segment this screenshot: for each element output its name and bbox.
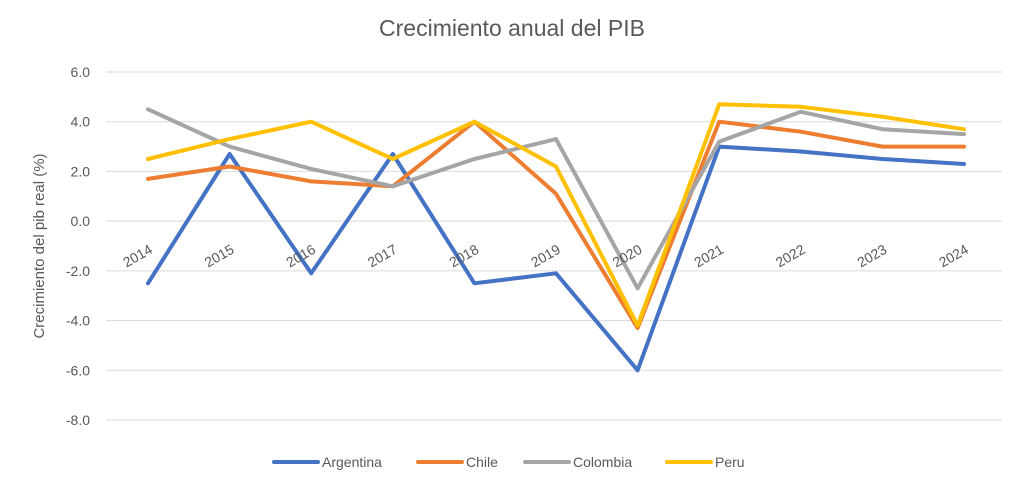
- x-tick-label: 2014: [120, 241, 155, 271]
- y-tick-label: 4.0: [71, 114, 91, 130]
- y-tick-label: -8.0: [66, 412, 90, 428]
- x-tick-label: 2016: [283, 241, 318, 271]
- legend: Argentina Chile Colombia Peru: [272, 454, 745, 470]
- y-axis-ticks: -8.0 -6.0 -4.0 -2.0 0.0 2.0 4.0 6.0: [66, 64, 90, 428]
- legend-label-argentina: Argentina: [322, 454, 382, 470]
- y-tick-label: -6.0: [66, 362, 90, 378]
- x-tick-label: 2021: [691, 241, 726, 271]
- series-lines: [146, 102, 966, 373]
- x-tick-label: 2019: [528, 241, 563, 271]
- x-axis-ticks: 2014 2015 2016 2017 2018 2019 2020 2021 2022 2023…: [120, 241, 971, 271]
- legend-label-peru: Peru: [715, 454, 745, 470]
- x-tick-label: 2024: [936, 241, 971, 271]
- series-line-argentina: [146, 144, 966, 373]
- x-tick-label: 2017: [365, 241, 400, 271]
- series-line-colombia: [146, 107, 966, 291]
- series-line-peru: [146, 102, 966, 328]
- y-tick-label: 2.0: [71, 163, 91, 179]
- x-tick-label: 2023: [854, 241, 889, 271]
- y-axis-label: Crecimiento del pib real (%): [31, 153, 48, 338]
- series-line-chile: [146, 119, 966, 330]
- y-tick-label: -4.0: [66, 313, 90, 329]
- y-tick-label: 0.0: [71, 213, 91, 229]
- legend-label-chile: Chile: [466, 454, 498, 470]
- legend-label-colombia: Colombia: [573, 454, 632, 470]
- x-tick-label: 2022: [773, 241, 808, 271]
- y-tick-label: 6.0: [71, 64, 91, 80]
- y-tick-label: -2.0: [66, 263, 90, 279]
- chart-title: Crecimiento anual del PIB: [379, 15, 645, 41]
- x-tick-label: 2015: [202, 241, 237, 271]
